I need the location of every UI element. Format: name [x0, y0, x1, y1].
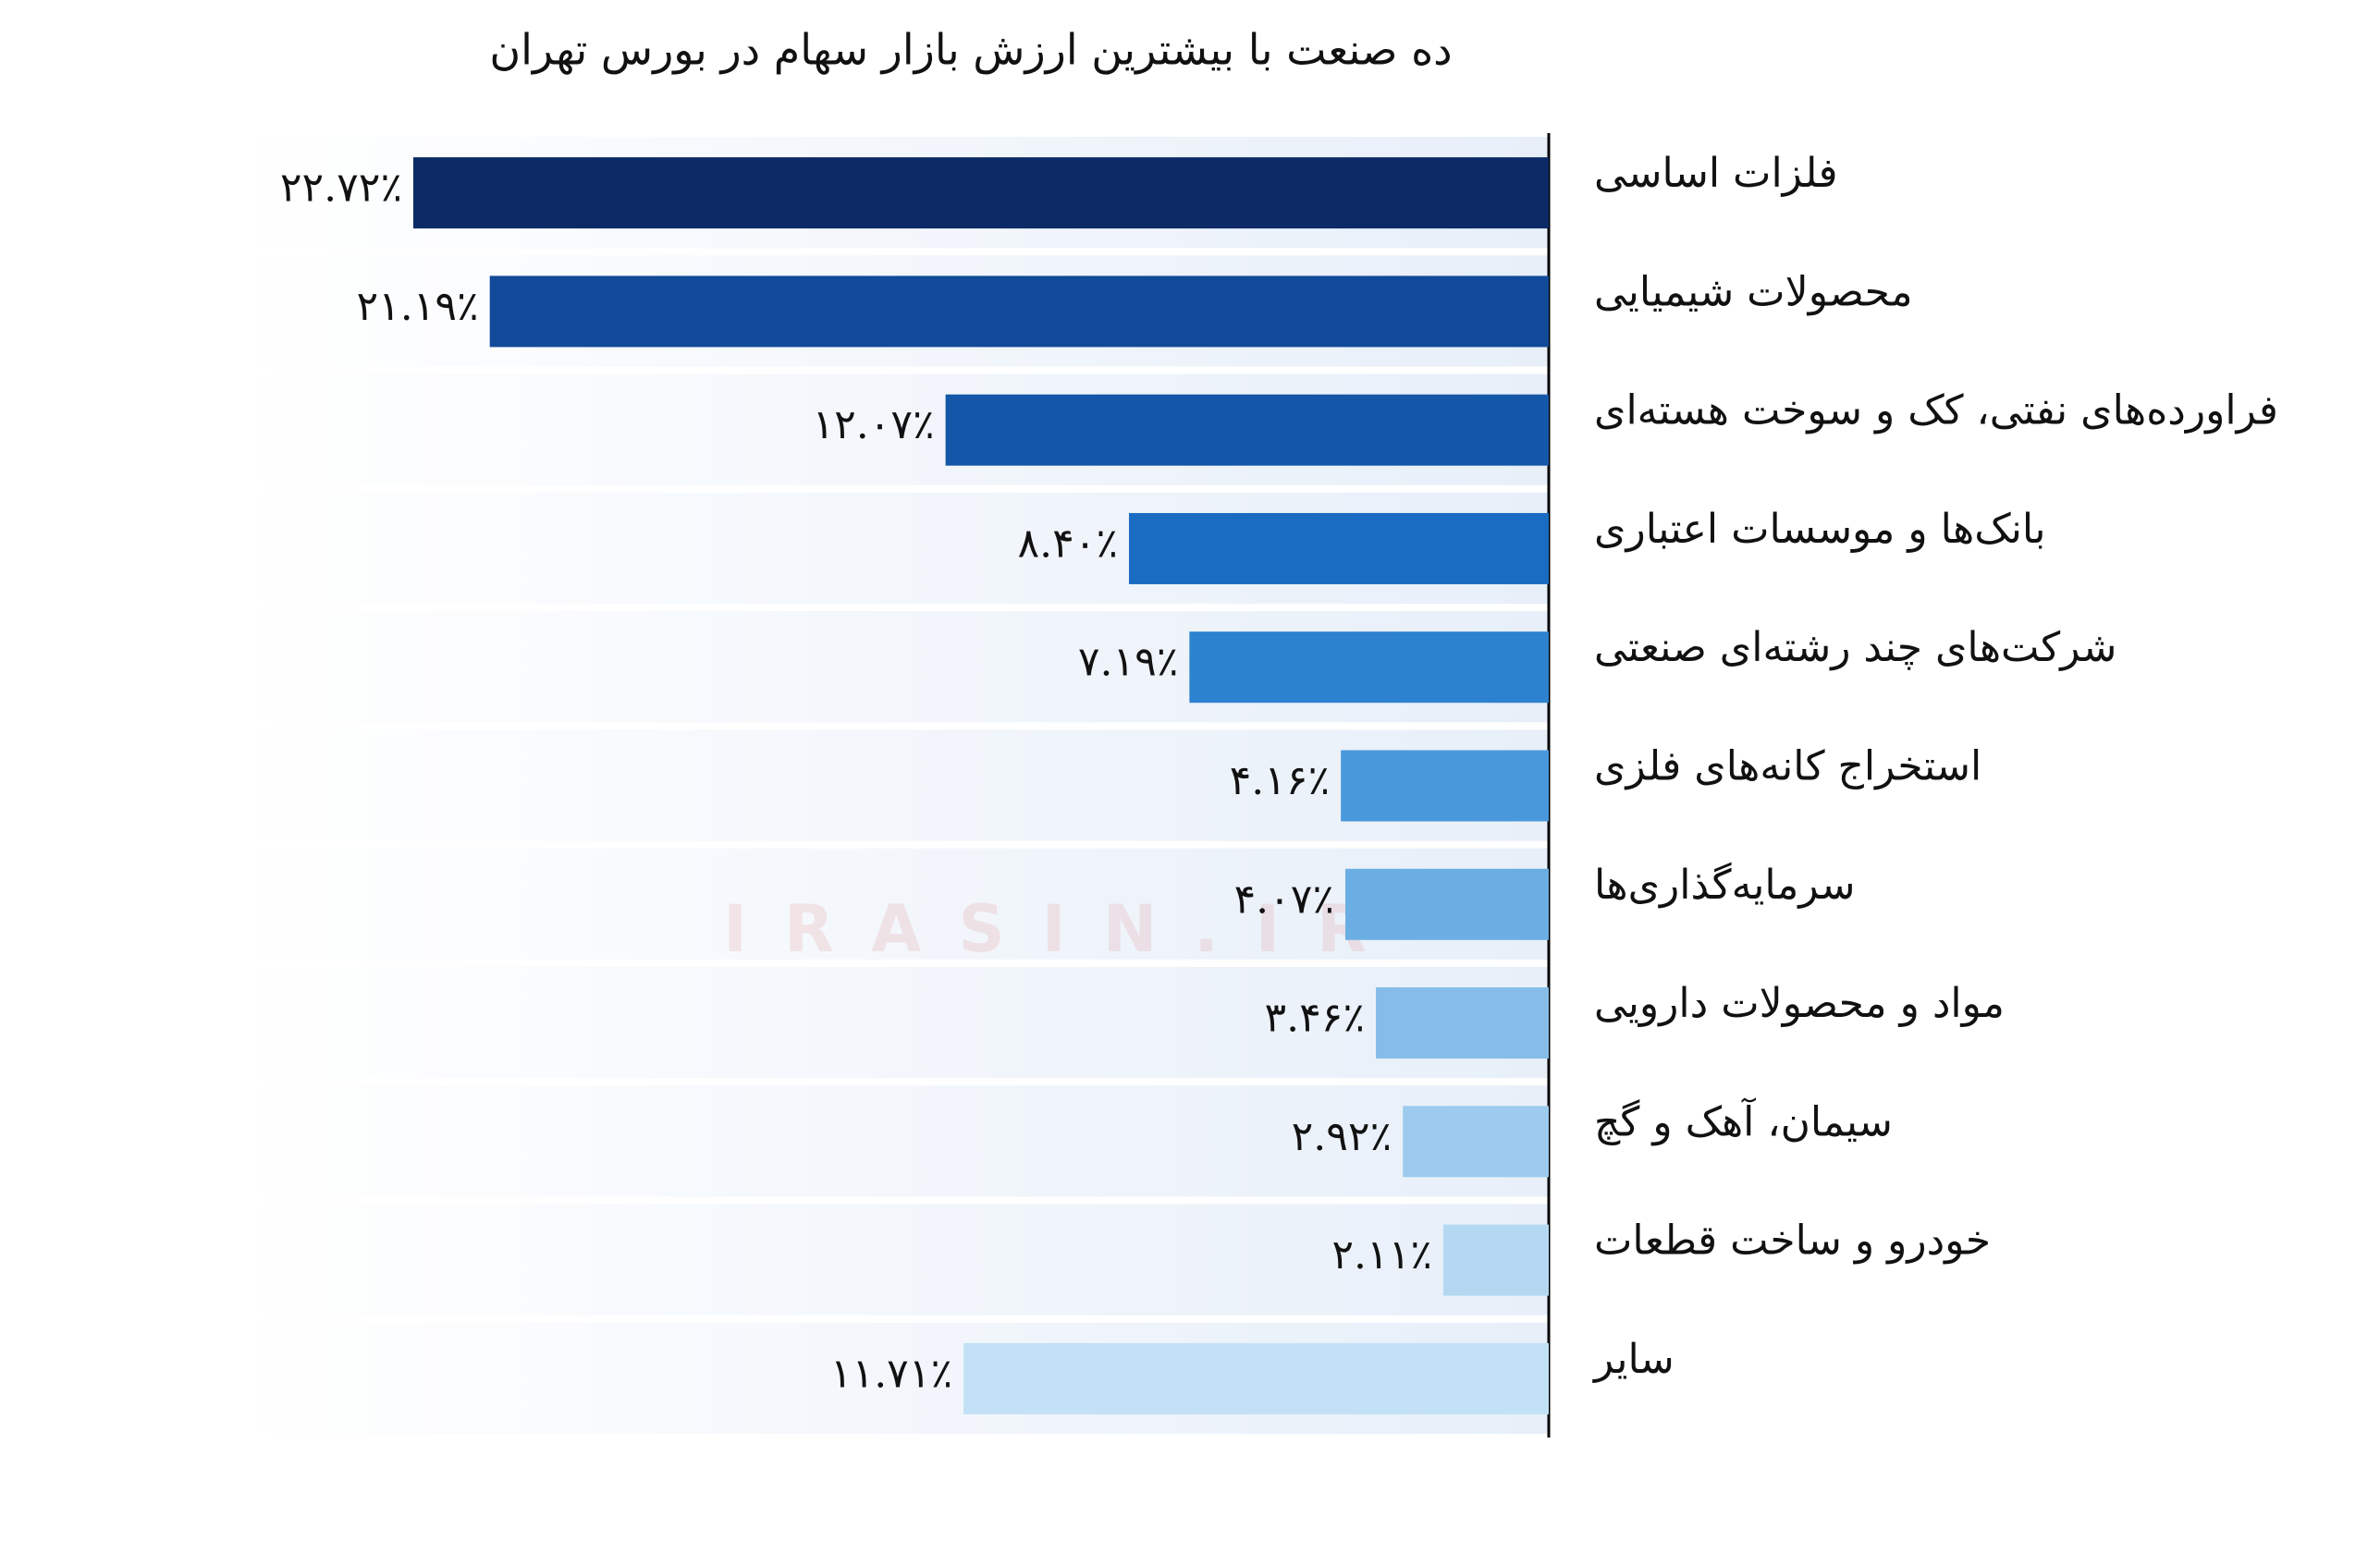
bar — [1345, 868, 1549, 940]
bar — [1442, 1224, 1549, 1296]
category-label: سایر — [1592, 1336, 1675, 1383]
value-label: ۲۱.۱۹٪ — [357, 283, 479, 330]
row-background — [236, 1085, 1549, 1197]
value-label: ۳.۴۶٪ — [1264, 995, 1365, 1042]
bar — [1375, 987, 1549, 1059]
chart-title: ده صنعت با بیشترین ارزش بازار سهام در بو… — [489, 25, 1452, 76]
bar — [963, 1342, 1549, 1414]
bar — [489, 275, 1549, 348]
value-label: ۸.۴۰٪ — [1017, 520, 1118, 567]
category-label: شرکت‌های چند رشته‌ای صنعتی — [1594, 624, 2116, 671]
bar — [1403, 1106, 1549, 1178]
watermark: IRASIN.IR — [723, 891, 1404, 967]
value-label: ۲.۹۲٪ — [1292, 1113, 1392, 1160]
bar — [413, 157, 1549, 229]
category-label: استخراج کانه‌های فلزی — [1594, 743, 1981, 790]
value-label: ۷.۱۹٪ — [1078, 639, 1179, 686]
category-label: خودرو و ساخت قطعات — [1594, 1218, 1991, 1265]
category-label: محصولات شیمیایی — [1594, 268, 1913, 315]
category-label: بانک‌ها و موسسات اعتباری — [1594, 506, 2045, 553]
row-background — [236, 966, 1549, 1079]
category-label: مواد و محصولات دارویی — [1594, 980, 2005, 1027]
category-label: سرمایه‌گذاری‌ها — [1594, 862, 1856, 909]
category-label: فراورده‌های نفتی، کک و سوخت هسته‌ای — [1594, 387, 2278, 434]
background — [236, 137, 1549, 1434]
value-label: ۱۲.۰۷٪ — [812, 401, 934, 448]
row-background — [236, 848, 1549, 960]
bar — [945, 394, 1549, 466]
value-label: ۱۱.۷۱٪ — [830, 1350, 952, 1397]
value-label: ۴.۰۷٪ — [1233, 875, 1334, 923]
row-background — [236, 729, 1549, 841]
bar — [1341, 750, 1549, 822]
value-label: ۲۲.۷۲٪ — [280, 165, 402, 212]
row-background — [236, 1204, 1549, 1316]
category-label: سیمان، آهک و گچ — [1594, 1096, 1893, 1145]
value-label: ۴.۱۶٪ — [1230, 757, 1331, 804]
value-label: ۲.۱۱٪ — [1331, 1231, 1432, 1279]
category-label: فلزات اساسی — [1594, 150, 1838, 197]
bar — [1128, 512, 1549, 584]
bar — [1189, 631, 1549, 704]
